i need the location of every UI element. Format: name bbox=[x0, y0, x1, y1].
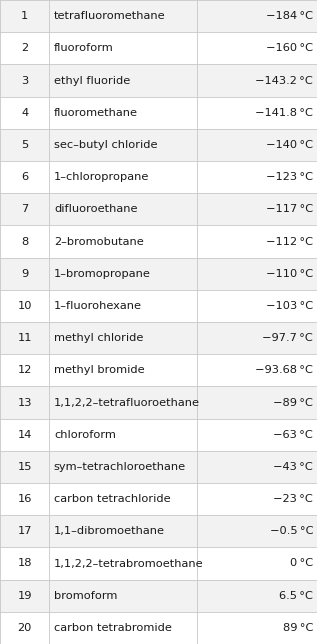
Text: 4: 4 bbox=[21, 108, 28, 118]
Text: sym–tetrachloroethane: sym–tetrachloroethane bbox=[54, 462, 186, 472]
Text: chloroform: chloroform bbox=[54, 430, 116, 440]
Text: difluoroethane: difluoroethane bbox=[54, 204, 137, 214]
Bar bbox=[0, 32, 317, 64]
Text: 9: 9 bbox=[21, 269, 28, 279]
Text: 3: 3 bbox=[21, 75, 28, 86]
Text: 16: 16 bbox=[17, 494, 32, 504]
Text: −123 °C: −123 °C bbox=[266, 172, 313, 182]
Text: 10: 10 bbox=[17, 301, 32, 311]
Text: −112 °C: −112 °C bbox=[266, 236, 313, 247]
Text: −97.7 °C: −97.7 °C bbox=[262, 333, 313, 343]
Bar bbox=[0, 193, 317, 225]
Bar bbox=[0, 97, 317, 129]
Text: 6.5 °C: 6.5 °C bbox=[279, 591, 313, 601]
Text: 1,1,2,2–tetrabromoethane: 1,1,2,2–tetrabromoethane bbox=[54, 558, 204, 569]
Text: 14: 14 bbox=[17, 430, 32, 440]
Bar bbox=[0, 322, 317, 354]
Text: fluoroform: fluoroform bbox=[54, 43, 113, 53]
Text: 15: 15 bbox=[17, 462, 32, 472]
Bar bbox=[0, 258, 317, 290]
Text: −43 °C: −43 °C bbox=[274, 462, 313, 472]
Bar bbox=[0, 419, 317, 451]
Text: 1–chloropropane: 1–chloropropane bbox=[54, 172, 149, 182]
Text: 13: 13 bbox=[17, 397, 32, 408]
Text: 1,1,2,2–tetrafluoroethane: 1,1,2,2–tetrafluoroethane bbox=[54, 397, 200, 408]
Text: 20: 20 bbox=[17, 623, 32, 633]
Text: 1–bromopropane: 1–bromopropane bbox=[54, 269, 151, 279]
Bar bbox=[0, 483, 317, 515]
Text: −160 °C: −160 °C bbox=[266, 43, 313, 53]
Bar bbox=[0, 451, 317, 483]
Text: 89 °C: 89 °C bbox=[283, 623, 313, 633]
Text: ethyl fluoride: ethyl fluoride bbox=[54, 75, 130, 86]
Text: fluoromethane: fluoromethane bbox=[54, 108, 138, 118]
Text: 2–bromobutane: 2–bromobutane bbox=[54, 236, 144, 247]
Text: carbon tetrabromide: carbon tetrabromide bbox=[54, 623, 172, 633]
Bar bbox=[0, 0, 317, 32]
Text: tetrafluoromethane: tetrafluoromethane bbox=[54, 11, 165, 21]
Text: 1–fluorohexane: 1–fluorohexane bbox=[54, 301, 142, 311]
Text: −103 °C: −103 °C bbox=[266, 301, 313, 311]
Text: 1: 1 bbox=[21, 11, 28, 21]
Text: 17: 17 bbox=[17, 526, 32, 536]
Text: 8: 8 bbox=[21, 236, 28, 247]
Text: bromoform: bromoform bbox=[54, 591, 117, 601]
Text: methyl chloride: methyl chloride bbox=[54, 333, 143, 343]
Text: 7: 7 bbox=[21, 204, 28, 214]
Text: −117 °C: −117 °C bbox=[266, 204, 313, 214]
Text: −0.5 °C: −0.5 °C bbox=[270, 526, 313, 536]
Text: methyl bromide: methyl bromide bbox=[54, 365, 145, 375]
Text: 5: 5 bbox=[21, 140, 28, 150]
Bar bbox=[0, 354, 317, 386]
Text: sec–butyl chloride: sec–butyl chloride bbox=[54, 140, 157, 150]
Text: −23 °C: −23 °C bbox=[274, 494, 313, 504]
Bar bbox=[0, 612, 317, 644]
Bar bbox=[0, 515, 317, 547]
Text: 18: 18 bbox=[17, 558, 32, 569]
Text: −110 °C: −110 °C bbox=[266, 269, 313, 279]
Text: 12: 12 bbox=[17, 365, 32, 375]
Bar bbox=[0, 161, 317, 193]
Bar bbox=[0, 64, 317, 97]
Bar bbox=[0, 129, 317, 161]
Text: 19: 19 bbox=[17, 591, 32, 601]
Text: 2: 2 bbox=[21, 43, 28, 53]
Text: −143.2 °C: −143.2 °C bbox=[256, 75, 313, 86]
Bar bbox=[0, 225, 317, 258]
Text: −141.8 °C: −141.8 °C bbox=[255, 108, 313, 118]
Text: −63 °C: −63 °C bbox=[274, 430, 313, 440]
Bar bbox=[0, 386, 317, 419]
Bar bbox=[0, 547, 317, 580]
Text: 11: 11 bbox=[17, 333, 32, 343]
Text: 0 °C: 0 °C bbox=[290, 558, 313, 569]
Text: −140 °C: −140 °C bbox=[266, 140, 313, 150]
Text: 6: 6 bbox=[21, 172, 28, 182]
Text: −93.68 °C: −93.68 °C bbox=[255, 365, 313, 375]
Bar bbox=[0, 290, 317, 322]
Bar bbox=[0, 580, 317, 612]
Text: −89 °C: −89 °C bbox=[273, 397, 313, 408]
Text: −184 °C: −184 °C bbox=[266, 11, 313, 21]
Text: carbon tetrachloride: carbon tetrachloride bbox=[54, 494, 171, 504]
Text: 1,1–dibromoethane: 1,1–dibromoethane bbox=[54, 526, 165, 536]
